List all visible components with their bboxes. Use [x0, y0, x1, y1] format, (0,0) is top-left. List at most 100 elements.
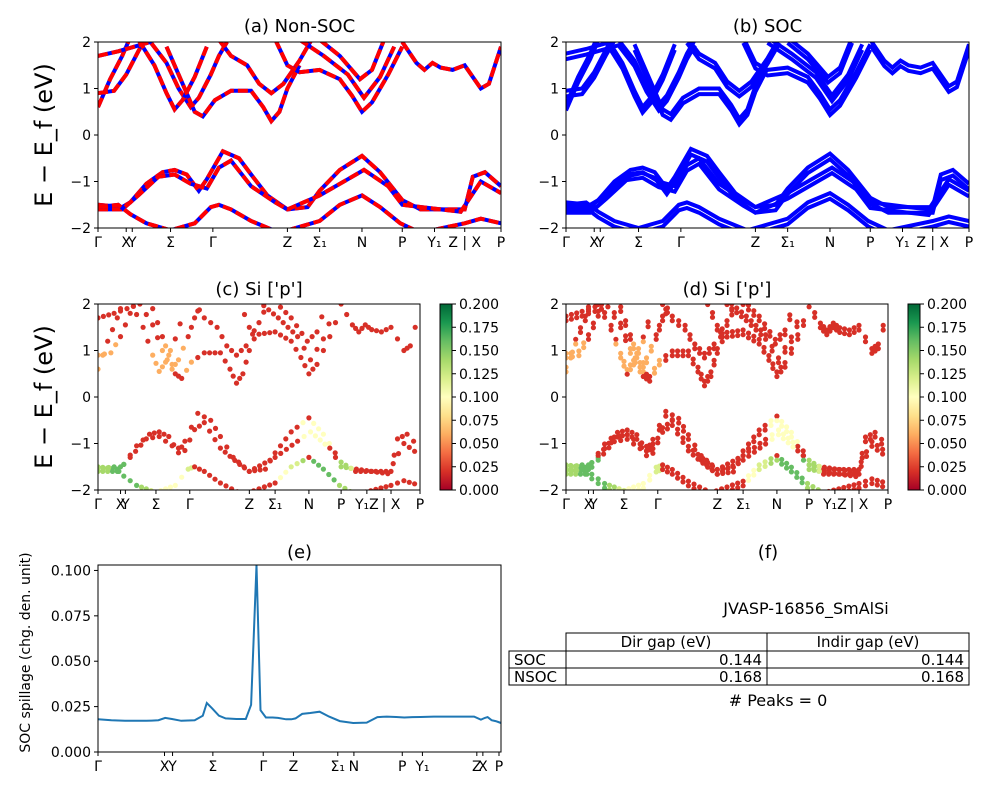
projection-point — [412, 481, 418, 487]
projection-point — [787, 312, 793, 318]
projection-point — [294, 461, 300, 467]
projection-point — [685, 443, 692, 449]
projection-point — [680, 439, 686, 445]
projection-point — [757, 440, 763, 446]
projection-point — [777, 336, 783, 342]
projection-point — [711, 341, 717, 347]
projection-point — [201, 468, 207, 474]
projection-point — [98, 466, 101, 472]
projection-point — [724, 329, 730, 335]
projection-point — [748, 318, 754, 324]
projection-point — [566, 313, 569, 319]
projection-point — [675, 470, 681, 476]
projection-point — [700, 460, 706, 466]
projection-point — [856, 327, 862, 333]
table-cell — [766, 667, 970, 686]
projection-point — [98, 352, 101, 358]
projection-point — [579, 462, 585, 468]
projection-point — [664, 426, 671, 432]
projection-point — [656, 357, 663, 363]
projection-point — [300, 420, 306, 426]
projection-point — [595, 313, 601, 319]
panel-c-x-tick-label: Γ — [186, 497, 194, 513]
projection-point — [637, 441, 643, 447]
projection-point — [851, 486, 857, 490]
projection-point — [338, 464, 344, 470]
projection-point — [394, 480, 401, 486]
projection-point — [602, 441, 608, 447]
projection-point — [579, 313, 585, 319]
projection-point — [788, 429, 795, 435]
projection-point — [388, 324, 394, 330]
band-line-nsoc — [137, 42, 209, 113]
projection-point — [618, 433, 624, 439]
projection-point — [634, 355, 640, 361]
panel-a-y-tick-label: 2 — [82, 35, 91, 51]
projection-point — [306, 454, 312, 460]
projection-point — [787, 317, 793, 323]
projection-point — [650, 441, 656, 447]
projection-point — [283, 446, 289, 452]
projection-point — [701, 350, 708, 356]
projection-point — [208, 320, 214, 326]
projection-point — [406, 479, 412, 485]
projection-point — [800, 448, 806, 454]
projection-point — [127, 310, 133, 316]
projection-point — [614, 429, 621, 435]
projection-point — [675, 431, 681, 437]
projection-point — [624, 427, 630, 433]
projection-point — [369, 468, 375, 474]
projection-point — [277, 443, 284, 449]
projection-point — [227, 453, 233, 459]
projection-point — [735, 332, 741, 339]
projection-point — [637, 364, 643, 370]
projection-point — [647, 472, 653, 478]
projection-point — [832, 470, 838, 476]
projection-point — [751, 338, 757, 344]
projection-point — [656, 327, 663, 333]
projection-point — [879, 441, 885, 447]
projection-point — [566, 364, 569, 370]
projection-point — [645, 324, 651, 330]
projection-point — [782, 364, 788, 370]
panel-c-ylabel: E − E_f (eV) — [30, 325, 58, 469]
projection-point — [856, 322, 862, 328]
projection-point — [105, 338, 111, 344]
projection-point — [187, 437, 193, 443]
projection-point — [326, 321, 332, 327]
projection-point — [229, 486, 235, 490]
projection-point — [691, 486, 697, 490]
band-line-soc — [566, 190, 969, 228]
projection-point — [816, 468, 822, 474]
projection-point — [573, 336, 579, 342]
projection-point — [618, 304, 624, 310]
projection-point — [740, 453, 746, 459]
projection-point — [846, 332, 853, 338]
projection-point — [647, 477, 653, 483]
projection-point — [774, 457, 780, 463]
projection-point — [669, 471, 675, 477]
projection-point — [627, 350, 634, 356]
projection-point — [598, 306, 605, 312]
projection-point — [222, 449, 228, 455]
panel-c-x-tick-label: Σ — [152, 497, 161, 513]
projection-point — [725, 470, 731, 476]
projection-point — [756, 313, 762, 319]
projection-point — [232, 457, 238, 463]
projection-point — [701, 355, 708, 361]
projection-point — [724, 334, 730, 340]
projection-point — [163, 486, 169, 490]
projection-point — [698, 376, 704, 382]
projection-point — [374, 469, 380, 475]
projection-point — [851, 482, 857, 488]
projection-point — [874, 482, 880, 488]
projection-point — [566, 369, 569, 375]
projection-point — [223, 483, 229, 489]
projection-point — [169, 443, 175, 449]
projection-point — [237, 375, 243, 381]
projection-point — [150, 322, 156, 328]
projection-point — [817, 325, 824, 331]
projection-point — [653, 336, 659, 342]
projection-point — [810, 484, 816, 490]
projection-point — [804, 485, 811, 490]
